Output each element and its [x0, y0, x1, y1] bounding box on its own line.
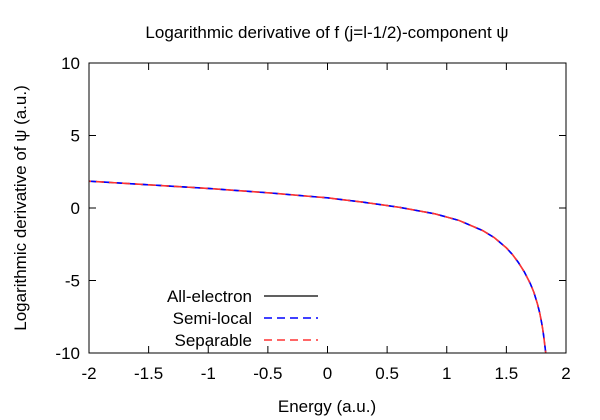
x-tick-label: -0.5	[253, 364, 282, 383]
y-tick-label: 0	[71, 199, 80, 218]
chart-title: Logarithmic derivative of f (j=l-1/2)-co…	[145, 23, 508, 42]
x-axis-label: Energy (a.u.)	[278, 397, 376, 416]
legend-label: Semi-local	[173, 309, 252, 328]
x-tick-label: 1.5	[495, 364, 519, 383]
y-tick-label: 10	[61, 54, 80, 73]
series-line-semi-local	[88, 180, 547, 354]
legend-label: All-electron	[167, 287, 252, 306]
plot-lines	[88, 180, 547, 354]
y-axis-label: Logarithmic derivative of ψ (a.u.)	[11, 85, 30, 331]
y-tick-label: -10	[55, 344, 80, 363]
plot-frame	[88, 62, 567, 354]
x-tick-label: -2	[81, 364, 96, 383]
x-tick-label: 0	[323, 364, 332, 383]
x-ticks: -2 -1.5 -1 -0.5 0 0.5 1 1.5 2	[81, 63, 571, 383]
y-tick-label: -5	[65, 272, 80, 291]
legend: All-electron Semi-local Separable	[167, 287, 318, 350]
legend-label: Separable	[174, 331, 252, 350]
y-tick-label: 5	[71, 127, 80, 146]
x-tick-label: 1	[442, 364, 451, 383]
x-tick-label: -1.5	[134, 364, 163, 383]
series-line-separable	[88, 180, 547, 354]
x-tick-label: 2	[561, 364, 570, 383]
series-line-all-electron	[88, 180, 547, 354]
x-tick-label: 0.5	[375, 364, 399, 383]
x-tick-label: -1	[201, 364, 216, 383]
y-ticks: -10 -5 0 5 10	[55, 54, 566, 363]
